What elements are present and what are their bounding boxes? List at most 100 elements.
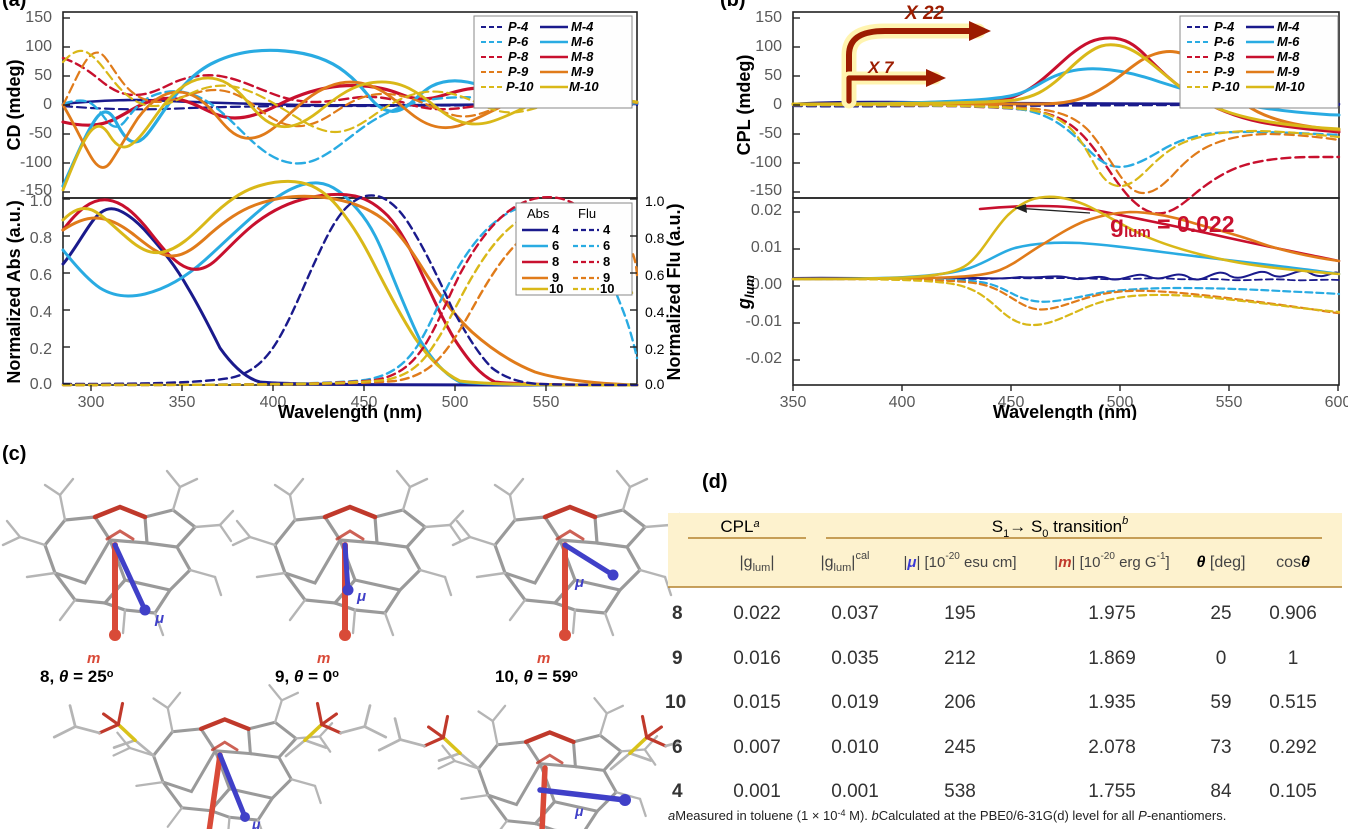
svg-text:9: 9 <box>672 648 683 669</box>
svg-text:8: 8 <box>552 254 559 269</box>
svg-text:73: 73 <box>1210 737 1231 758</box>
svg-text:glum: glum <box>734 275 757 311</box>
svg-text:100: 100 <box>25 38 52 55</box>
svg-text:1.975: 1.975 <box>1088 603 1136 624</box>
svg-text:10: 10 <box>549 281 563 296</box>
svg-text:0.8: 0.8 <box>645 230 665 246</box>
svg-text:0: 0 <box>1216 648 1227 669</box>
svg-text:P-9: P-9 <box>508 64 529 79</box>
svg-text:0.007: 0.007 <box>733 737 781 758</box>
svg-text:10: 10 <box>665 692 686 713</box>
svg-text:0.6: 0.6 <box>645 267 665 283</box>
svg-text:0: 0 <box>43 96 52 113</box>
svg-text:0.515: 0.515 <box>1269 692 1317 713</box>
svg-text:0.022: 0.022 <box>733 603 781 624</box>
svg-text:(b): (b) <box>720 0 746 11</box>
svg-text:0.015: 0.015 <box>733 692 781 713</box>
svg-text:500: 500 <box>442 394 469 411</box>
svg-text:Flu: Flu <box>578 206 596 221</box>
svg-text:538: 538 <box>944 781 976 802</box>
svg-text:0.016: 0.016 <box>733 648 781 669</box>
svg-text:(d): (d) <box>702 471 728 493</box>
svg-text:X 22: X 22 <box>904 3 945 24</box>
svg-text:25: 25 <box>1210 603 1231 624</box>
svg-text:M-6: M-6 <box>571 34 594 49</box>
svg-text:M-8: M-8 <box>571 49 594 64</box>
svg-text:M-4: M-4 <box>1277 19 1300 34</box>
svg-text:0.6: 0.6 <box>30 267 52 284</box>
svg-text:600: 600 <box>1325 394 1348 411</box>
svg-text:1.935: 1.935 <box>1088 692 1136 713</box>
svg-text:4: 4 <box>552 222 560 237</box>
svg-text:-0.01: -0.01 <box>746 313 783 330</box>
svg-text:206: 206 <box>944 692 976 713</box>
svg-text:-50: -50 <box>29 125 52 142</box>
svg-text:212: 212 <box>944 648 976 669</box>
svg-text:0.292: 0.292 <box>1269 737 1317 758</box>
svg-text:0.02: 0.02 <box>751 202 782 219</box>
svg-text:8: 8 <box>603 254 610 269</box>
svg-text:M-10: M-10 <box>569 79 599 94</box>
svg-text:M-9: M-9 <box>1277 64 1300 79</box>
svg-text:300: 300 <box>78 394 105 411</box>
svg-text:Abs: Abs <box>527 206 550 221</box>
svg-text:245: 245 <box>944 737 976 758</box>
svg-text:P-8: P-8 <box>1214 49 1235 64</box>
svg-text:100: 100 <box>755 38 782 55</box>
svg-text:-0.02: -0.02 <box>746 350 783 367</box>
svg-text:0.01: 0.01 <box>751 239 782 256</box>
svg-text:Normalized Abs (a.u.): Normalized Abs (a.u.) <box>4 200 24 383</box>
svg-text:M-8: M-8 <box>1277 49 1300 64</box>
svg-text:1.0: 1.0 <box>645 193 665 209</box>
svg-text:CPL (mdeg): CPL (mdeg) <box>734 55 754 156</box>
svg-text:0.035: 0.035 <box>831 648 879 669</box>
svg-text:|μ| [10-20 esu cm]: |μ| [10-20 esu cm] <box>903 551 1016 571</box>
svg-text:M-4: M-4 <box>571 19 594 34</box>
svg-text:550: 550 <box>1216 394 1243 411</box>
svg-text:0.4: 0.4 <box>30 304 52 321</box>
svg-text:195: 195 <box>944 603 976 624</box>
svg-text:0.4: 0.4 <box>645 304 665 320</box>
svg-text:CD (mdeg): CD (mdeg) <box>4 60 24 151</box>
svg-text:0.8: 0.8 <box>30 230 52 247</box>
svg-text:1.0: 1.0 <box>30 193 52 210</box>
svg-text:50: 50 <box>34 67 52 84</box>
svg-text:8: 8 <box>672 603 683 624</box>
svg-text:P-4: P-4 <box>1214 19 1235 34</box>
svg-text:cosθ: cosθ <box>1276 554 1310 571</box>
svg-text:1.755: 1.755 <box>1088 781 1136 802</box>
svg-text:P-4: P-4 <box>508 19 529 34</box>
svg-text:0: 0 <box>773 96 782 113</box>
svg-text:M-6: M-6 <box>1277 34 1300 49</box>
svg-text:6: 6 <box>603 238 610 253</box>
svg-text:59: 59 <box>1210 692 1231 713</box>
svg-text:M-10: M-10 <box>1275 79 1305 94</box>
svg-text:aMeasured in toluene (1 × 10-4: aMeasured in toluene (1 × 10-4 M). bCalc… <box>668 808 1226 823</box>
svg-text:0.019: 0.019 <box>831 692 879 713</box>
svg-text:P-9: P-9 <box>1214 64 1235 79</box>
svg-text:0.2: 0.2 <box>30 341 52 358</box>
svg-text:550: 550 <box>533 394 560 411</box>
svg-text:10: 10 <box>600 281 614 296</box>
svg-text:150: 150 <box>755 9 782 26</box>
svg-text:M-9: M-9 <box>571 64 594 79</box>
svg-text:0.010: 0.010 <box>831 737 879 758</box>
svg-text:-100: -100 <box>750 154 782 171</box>
svg-text:1: 1 <box>1288 648 1299 669</box>
svg-text:P-6: P-6 <box>1214 34 1235 49</box>
svg-text:0.105: 0.105 <box>1269 781 1317 802</box>
svg-text:6: 6 <box>672 737 683 758</box>
svg-text:6: 6 <box>552 238 559 253</box>
svg-text:P-10: P-10 <box>1212 79 1240 94</box>
svg-text:(a): (a) <box>2 0 26 11</box>
svg-text:2.078: 2.078 <box>1088 737 1136 758</box>
svg-text:Wavelength (nm): Wavelength (nm) <box>993 402 1137 420</box>
svg-text:0.037: 0.037 <box>831 603 879 624</box>
svg-text:0.2: 0.2 <box>645 341 665 357</box>
svg-text:Wavelength (nm): Wavelength (nm) <box>278 402 422 422</box>
svg-text:84: 84 <box>1210 781 1232 802</box>
svg-text:Normalized Flu (a.u.): Normalized Flu (a.u.) <box>664 203 684 380</box>
svg-text:0.0: 0.0 <box>30 376 52 393</box>
svg-text:1.869: 1.869 <box>1088 648 1136 669</box>
svg-text:0.001: 0.001 <box>831 781 879 802</box>
